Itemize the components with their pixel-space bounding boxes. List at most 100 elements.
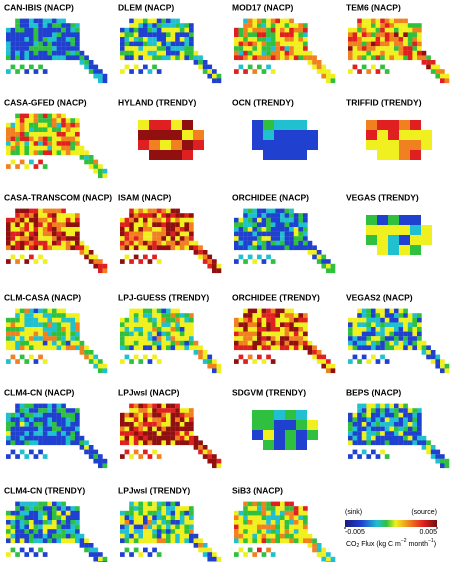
- map-cell: [33, 529, 39, 534]
- map-cell: [166, 331, 171, 337]
- map-cell: [6, 150, 11, 156]
- map-cell: [166, 217, 171, 223]
- map-cell: [143, 524, 148, 530]
- map-cell: [33, 231, 39, 237]
- map-cell: [307, 345, 313, 351]
- map-cell: [143, 538, 148, 544]
- map-cell: [412, 32, 418, 38]
- map-cell: [70, 136, 76, 142]
- map-cell: [280, 322, 285, 328]
- map-cell: [52, 422, 57, 427]
- map-cell: [284, 515, 290, 521]
- map-cell: [252, 506, 258, 511]
- map-cell: [79, 150, 85, 156]
- map-cell: [184, 422, 190, 427]
- map-cell: [417, 50, 422, 56]
- map-cell: [52, 231, 57, 237]
- map-cell: [61, 431, 66, 436]
- map-cell: [371, 322, 376, 328]
- map-cell: [307, 250, 313, 255]
- map-cell: [357, 417, 362, 423]
- map-cell: [175, 440, 180, 446]
- map-cell: [403, 345, 408, 351]
- map-cell: [152, 417, 157, 423]
- map-cell: [156, 317, 162, 323]
- map-cell: [152, 501, 157, 507]
- map-cell: [156, 340, 162, 346]
- map-cell: [357, 403, 362, 409]
- map-cell: [10, 240, 16, 246]
- map-cell: [207, 69, 213, 74]
- map-cell: [65, 141, 71, 146]
- map-cell: [42, 141, 48, 146]
- map-cell: [243, 259, 248, 264]
- map-cell: [47, 501, 53, 507]
- map-cell: [129, 69, 134, 74]
- map-cell: [161, 435, 167, 441]
- map-cell: [380, 37, 385, 42]
- map-cell: [75, 32, 80, 38]
- map-cell: [179, 227, 185, 232]
- map-cell: [389, 340, 395, 346]
- map-cell: [29, 408, 34, 413]
- map-cell: [102, 463, 108, 469]
- map-cell: [193, 50, 199, 56]
- map-cell: [403, 41, 408, 47]
- map-cell: [270, 533, 276, 539]
- map-cell: [357, 431, 362, 436]
- map-cell: [19, 145, 25, 151]
- map-cell: [270, 222, 276, 228]
- map-cell: [24, 150, 30, 156]
- map-cell: [207, 556, 213, 562]
- map-cell: [234, 317, 239, 323]
- map-cell: [47, 529, 53, 534]
- map-cell: [38, 501, 43, 507]
- map-cell: [398, 412, 404, 418]
- map-cell: [70, 322, 76, 328]
- map-cell: [193, 533, 199, 539]
- map-cell: [389, 431, 395, 436]
- map-cell: [19, 506, 25, 511]
- map-cell: [161, 23, 167, 28]
- map-cell: [252, 520, 258, 525]
- map-cell: [361, 37, 367, 42]
- map-cell: [403, 331, 408, 337]
- map-cell: [371, 41, 376, 47]
- map-cell: [133, 533, 139, 539]
- map-cell: [124, 422, 130, 427]
- map-cell: [10, 331, 16, 337]
- map-cell: [93, 263, 99, 269]
- map-cell: [417, 317, 422, 323]
- map-cell: [352, 331, 358, 337]
- map-cell: [184, 227, 190, 232]
- map-cell: [303, 331, 308, 337]
- map-cell: [389, 23, 395, 28]
- map-cell: [252, 327, 258, 332]
- map-cell: [133, 403, 139, 409]
- map-cell: [394, 37, 399, 42]
- map-cell: [15, 408, 20, 413]
- map-cell: [152, 435, 157, 441]
- map-cell: [75, 331, 80, 337]
- map-cell: [38, 313, 43, 318]
- map-cell: [384, 408, 390, 413]
- map-cell: [33, 113, 39, 119]
- map-cell: [296, 430, 307, 440]
- map-cell: [366, 345, 372, 351]
- map-cell: [52, 533, 57, 539]
- map-cell: [198, 254, 203, 260]
- map-cell: [407, 422, 413, 427]
- map-cell: [257, 308, 262, 314]
- map-cell: [184, 515, 190, 521]
- map-cell: [289, 245, 294, 251]
- map-cell: [426, 55, 431, 61]
- map-cell: [56, 417, 62, 423]
- map-cell: [170, 245, 176, 251]
- map-cell: [243, 520, 248, 525]
- map-cell: [56, 317, 62, 323]
- map-cell: [307, 538, 313, 544]
- map-cell: [280, 240, 285, 246]
- map-cell: [170, 208, 176, 214]
- map-cell: [166, 524, 171, 530]
- map-cell: [138, 32, 144, 38]
